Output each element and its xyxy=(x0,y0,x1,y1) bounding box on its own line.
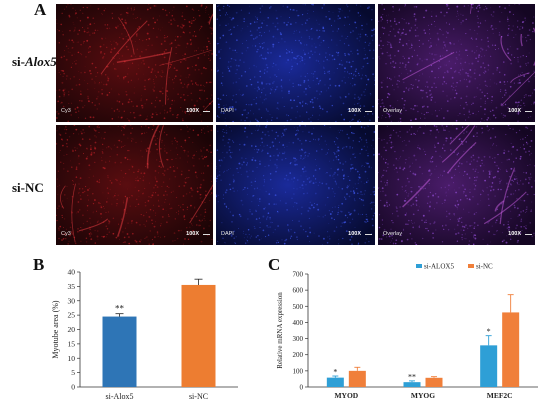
panel-b-letter: B xyxy=(33,255,45,274)
bar xyxy=(102,316,137,387)
significance-label: * xyxy=(333,368,337,377)
channel-label: Overlay xyxy=(383,108,402,114)
y-tick-label: 30 xyxy=(68,296,76,305)
magnification-label: 100X xyxy=(348,108,361,114)
y-tick-label: 15 xyxy=(68,339,76,348)
micrograph-si-nc-cy3: Cy3 100X xyxy=(56,125,213,245)
myotube-fibers xyxy=(402,125,527,225)
scale-bar xyxy=(525,111,532,112)
micrograph-background xyxy=(56,125,213,245)
channel-label: Cy3 xyxy=(61,108,71,114)
bar xyxy=(181,284,216,387)
chart-relative-mrna-expression: 0 100 200 300 400 500 600 700 Relative mRNA expr… xyxy=(276,263,538,400)
y-tick-label: 500 xyxy=(293,303,304,311)
x-tick-label: si-Alox5 xyxy=(106,392,134,401)
micrograph-si-alox5-overlay: Overlay 100X xyxy=(378,4,535,122)
legend-swatch xyxy=(416,264,422,268)
micrograph-background xyxy=(216,4,375,122)
micrograph-si-alox5-dapi: DAPI 100X xyxy=(216,4,375,122)
bar xyxy=(480,345,498,387)
legend-label: si-NC xyxy=(476,263,493,271)
channel-label: DAPI xyxy=(221,108,234,114)
scale-bar xyxy=(365,234,372,235)
y-tick-label: 0 xyxy=(300,384,304,392)
panel-c-letter: C xyxy=(268,255,281,274)
magnification-label: 100X xyxy=(508,108,521,114)
myotube-fibers xyxy=(100,13,213,111)
x-tick-label: MYOG xyxy=(411,391,435,400)
x-tick-label: si-NC xyxy=(189,392,208,401)
row-label-prefix: si- xyxy=(12,54,25,69)
magnification-label: 100X xyxy=(186,108,199,114)
y-tick-label: 100 xyxy=(293,367,304,375)
bar xyxy=(425,377,443,387)
y-tick-label: 200 xyxy=(293,351,304,359)
myotube-fibers xyxy=(60,125,213,243)
scale-bar xyxy=(203,111,210,112)
bar xyxy=(348,370,366,387)
magnification-label: 100X xyxy=(186,231,199,237)
micrograph-speckle xyxy=(378,4,535,122)
row-label-gene: Alox5 xyxy=(25,54,57,69)
channel-label: Overlay xyxy=(383,231,402,237)
micrograph-background xyxy=(216,125,375,245)
scale-bar xyxy=(203,234,210,235)
y-tick-label: 20 xyxy=(68,325,76,334)
scale-bar xyxy=(525,234,532,235)
significance-label: ** xyxy=(115,304,125,314)
y-axis-label: Myotube area (%) xyxy=(51,300,60,359)
chart-myotube-area: 0 5 10 15 20 25 30 35 40 Myotube area (%) ** si-Alo… xyxy=(51,268,238,401)
micrograph-si-nc-dapi: DAPI 100X xyxy=(216,125,375,245)
micrograph-si-alox5-cy3: Cy3 100X xyxy=(56,4,213,122)
bar xyxy=(403,382,421,387)
x-tick-label: MYOD xyxy=(334,391,358,400)
myotube-fibers xyxy=(402,4,535,107)
y-tick-label: 40 xyxy=(68,268,76,277)
y-tick-label: 5 xyxy=(71,368,75,377)
legend-swatch xyxy=(468,264,474,268)
y-tick-label: 10 xyxy=(68,354,76,363)
legend-label: si-ALOX5 xyxy=(424,263,454,271)
micrograph-background xyxy=(56,4,213,122)
y-tick-label: 600 xyxy=(293,287,304,295)
x-tick-label: MEF2C xyxy=(487,391,513,400)
micrograph-speckle xyxy=(216,125,375,245)
y-tick-label: 700 xyxy=(293,271,304,279)
micrograph-speckle xyxy=(216,4,375,122)
y-axis-label: Relative mRNA expression xyxy=(276,292,284,369)
panel-a-letter: A xyxy=(34,0,47,19)
magnification-label: 100X xyxy=(508,231,521,237)
y-tick-label: 35 xyxy=(68,282,76,291)
magnification-label: 100X xyxy=(348,231,361,237)
micrograph-si-nc-overlay: Overlay 100X xyxy=(378,125,535,245)
row-label-si-alox5: si-Alox5 xyxy=(12,54,57,70)
significance-label: ** xyxy=(408,372,416,381)
significance-label: * xyxy=(487,327,491,336)
micrograph-speckle xyxy=(56,4,213,122)
scale-bar xyxy=(365,111,372,112)
row-label-si-nc: si-NC xyxy=(12,180,44,196)
y-tick-label: 400 xyxy=(293,319,304,327)
channel-label: Cy3 xyxy=(61,231,71,237)
row-label-prefix: si-NC xyxy=(12,180,44,195)
y-tick-label: 300 xyxy=(293,335,304,343)
channel-label: DAPI xyxy=(221,231,234,237)
y-tick-label: 0 xyxy=(71,383,75,392)
micrograph-speckle xyxy=(378,125,535,245)
micrograph-background xyxy=(378,4,535,122)
y-tick-label: 25 xyxy=(68,311,76,320)
bar xyxy=(502,312,520,387)
bar xyxy=(326,377,344,387)
